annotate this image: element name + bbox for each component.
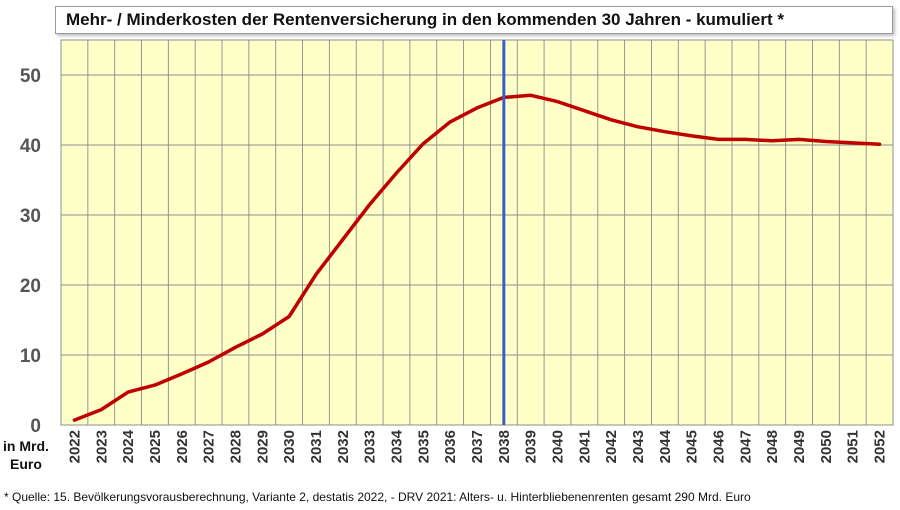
x-tick-label: 2046 — [711, 430, 728, 463]
chart-title: Mehr- / Minderkosten der Rentenversicher… — [55, 6, 893, 34]
x-tick-label: 2026 — [174, 430, 191, 463]
x-tick-label: 2037 — [469, 430, 486, 463]
x-tick-label: 2050 — [818, 430, 835, 463]
x-tick-label: 2051 — [845, 430, 862, 463]
x-tick-label: 2024 — [120, 429, 137, 463]
x-tick-label: 2028 — [227, 430, 244, 463]
y-axis-unit-label: in Mrd. Euro — [3, 438, 49, 472]
y-axis: 0 10 20 30 40 50 — [20, 66, 41, 437]
x-tick-label: 2049 — [791, 430, 808, 463]
x-tick-label: 2025 — [147, 430, 164, 463]
x-tick-label: 2027 — [201, 430, 218, 463]
y-tick-label: 0 — [30, 416, 41, 437]
x-tick-label: 2044 — [657, 429, 674, 463]
series-line — [72, 93, 882, 422]
y-tick-label: 40 — [20, 136, 41, 157]
x-tick-label: 2047 — [737, 430, 754, 463]
x-tick-label: 2045 — [684, 430, 701, 463]
x-tick-label: 2048 — [764, 430, 781, 463]
x-tick-label: 2032 — [335, 430, 352, 463]
x-tick-label: 2052 — [872, 430, 889, 463]
x-tick-label: 2034 — [388, 429, 405, 463]
x-tick-label: 2035 — [415, 430, 432, 463]
footnote: * Quelle: 15. Bevölkerungsvorausberechnu… — [4, 490, 751, 504]
x-axis: 2022 2023 2024 2025 2026 2027 2028 2029 2030 2031… — [66, 429, 888, 463]
y-tick-label: 50 — [20, 66, 41, 87]
x-tick-label: 2023 — [93, 430, 110, 463]
x-tick-label: 2031 — [308, 430, 325, 463]
x-tick-label: 2030 — [281, 430, 298, 463]
plot-area — [60, 39, 894, 426]
y-tick-label: 10 — [20, 346, 41, 367]
x-tick-label: 2039 — [523, 430, 540, 463]
y-tick-label: 20 — [20, 276, 41, 297]
x-tick-label: 2040 — [550, 430, 567, 463]
x-tick-label: 2036 — [442, 430, 459, 463]
x-tick-label: 2043 — [630, 430, 647, 463]
y-tick-label: 30 — [20, 206, 41, 227]
x-tick-label: 2029 — [254, 430, 271, 463]
grid-lines — [61, 40, 893, 426]
x-tick-label: 2022 — [66, 430, 83, 463]
x-tick-label: 2033 — [362, 430, 379, 463]
x-tick-label: 2038 — [496, 430, 513, 463]
x-tick-label: 2042 — [603, 430, 620, 463]
x-tick-label: 2041 — [576, 430, 593, 463]
